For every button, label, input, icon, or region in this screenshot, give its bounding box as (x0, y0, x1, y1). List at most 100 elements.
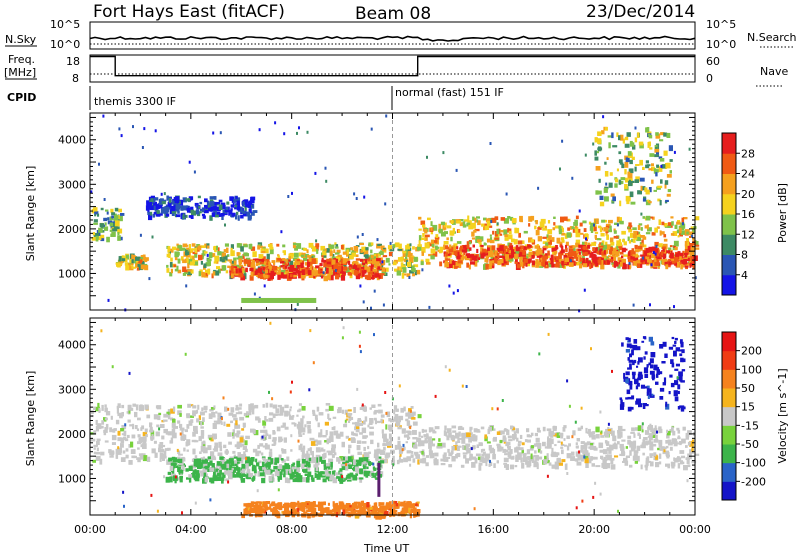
data-cell (647, 254, 650, 257)
data-cell (296, 424, 300, 429)
data-cell (621, 428, 626, 432)
data-cell (269, 265, 273, 269)
data-cell (612, 435, 617, 442)
data-cell (658, 461, 662, 465)
data-cell (621, 247, 626, 253)
data-cell (688, 246, 694, 253)
data-cell (624, 460, 629, 466)
data-cell (169, 248, 174, 253)
data-cell (269, 246, 274, 250)
data-cell (673, 240, 679, 247)
data-cell (666, 429, 669, 433)
data-cell (199, 451, 202, 454)
data-cell (628, 251, 631, 256)
data-cell (187, 263, 190, 269)
data-cell (572, 229, 576, 233)
data-cell (244, 199, 249, 203)
data-cell (371, 472, 375, 476)
data-cell (374, 265, 380, 269)
data-cell (231, 212, 236, 217)
data-cell (421, 247, 426, 253)
data-cell (288, 510, 291, 516)
data-cell (329, 250, 333, 257)
data-cell (489, 260, 493, 266)
data-cell (415, 454, 420, 459)
data-cell (414, 270, 418, 276)
data-cell (231, 467, 234, 472)
data-cell (408, 276, 411, 279)
data-cell (599, 249, 602, 255)
data-cell (613, 262, 617, 268)
data-cell (363, 195, 366, 199)
data-cell (335, 246, 339, 249)
data-cell (625, 337, 629, 341)
data-cell (569, 262, 574, 267)
data-cell (388, 418, 391, 422)
data-cell (321, 252, 324, 257)
data-cell (427, 217, 431, 221)
data-cell (250, 272, 254, 277)
data-cell (345, 460, 349, 463)
data-cell (673, 350, 677, 357)
data-cell (328, 405, 334, 411)
data-cell (92, 459, 96, 463)
data-cell (516, 264, 521, 269)
data-cell (158, 447, 161, 453)
data-cell (593, 223, 595, 227)
data-cell (608, 449, 612, 454)
data-cell (632, 254, 637, 257)
data-cell (575, 215, 579, 220)
data-cell (443, 459, 449, 462)
data-cell (256, 462, 260, 467)
data-cell (528, 237, 533, 243)
data-cell (224, 208, 229, 213)
data-cell (304, 453, 310, 460)
data-cell (526, 434, 531, 438)
data-cell (542, 241, 547, 244)
data-cell (250, 457, 255, 462)
data-cell (304, 262, 309, 266)
data-cell (236, 206, 241, 211)
data-cell (597, 131, 602, 136)
data-cell (645, 160, 649, 164)
data-cell (300, 447, 304, 452)
data-cell (489, 447, 494, 454)
data-cell (214, 214, 219, 218)
data-cell (294, 477, 299, 482)
data-cell (534, 245, 538, 249)
data-cell (674, 337, 678, 341)
data-cell (225, 206, 229, 211)
data-cell (159, 457, 162, 462)
data-cell (674, 262, 678, 266)
data-cell (296, 243, 302, 249)
data-cell (617, 257, 622, 262)
data-cell (647, 440, 652, 445)
data-cell (453, 243, 458, 249)
data-cell (158, 412, 162, 416)
data-cell (111, 212, 116, 216)
data-cell (684, 254, 688, 258)
data-cell (676, 457, 682, 462)
data-cell (269, 248, 274, 255)
data-cell (558, 225, 562, 229)
data-cell (317, 422, 320, 428)
data-cell (561, 459, 566, 463)
data-cell (584, 241, 588, 248)
data-cell (253, 501, 258, 505)
data-cell (638, 259, 642, 265)
data-cell (340, 274, 346, 281)
data-cell (542, 236, 548, 239)
date-title: 23/Dec/2014 (586, 2, 695, 22)
data-cell (586, 250, 591, 255)
data-cell (234, 463, 238, 467)
data-cell (552, 248, 558, 251)
data-cell (688, 147, 691, 151)
data-cell (589, 431, 594, 438)
data-cell (255, 261, 259, 266)
data-cell (325, 408, 329, 412)
data-cell (383, 510, 389, 515)
data-cell (234, 444, 240, 448)
data-cell (612, 247, 617, 252)
data-cell (666, 174, 672, 178)
data-cell (507, 435, 512, 439)
